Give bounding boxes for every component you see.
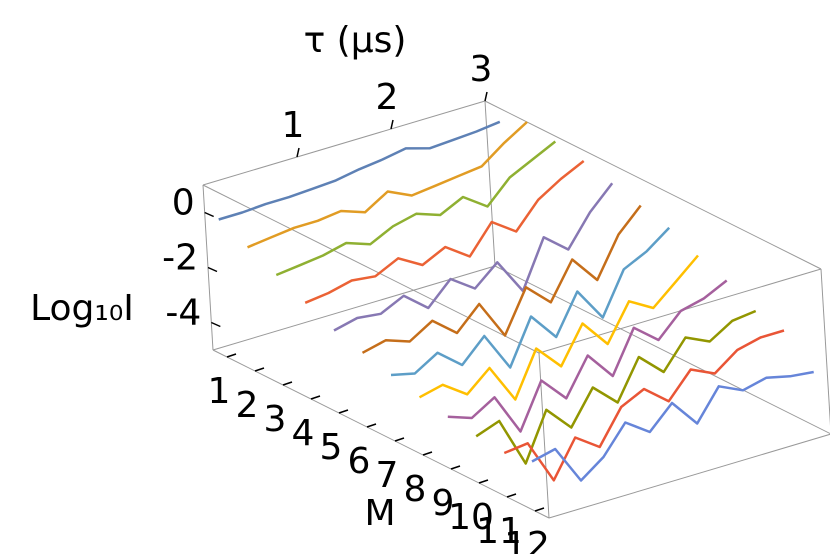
series-line xyxy=(361,204,642,354)
x-tick-label: 2 xyxy=(376,77,399,118)
box-edge xyxy=(212,265,496,351)
series-line xyxy=(304,160,585,304)
z-tick-label: -2 xyxy=(162,238,198,279)
y-tick xyxy=(422,451,433,456)
y-tick xyxy=(478,479,489,484)
y-tick-label: 7 xyxy=(376,455,399,496)
z-tick xyxy=(207,266,218,273)
y-tick xyxy=(450,465,461,470)
x-tick-label: 3 xyxy=(470,49,493,90)
y-tick xyxy=(226,353,237,358)
y-tick-label: 3 xyxy=(264,399,287,440)
series-line xyxy=(247,121,528,249)
box-edge xyxy=(820,268,830,426)
series-line xyxy=(503,329,785,482)
series-line xyxy=(390,226,671,377)
y-tick-label: 2 xyxy=(236,385,259,426)
y-tick-label: 5 xyxy=(320,427,343,468)
y-tick-label: 6 xyxy=(348,441,371,482)
x-axis-label: τ (μs) xyxy=(304,20,407,61)
z-tick-label: -4 xyxy=(165,293,201,334)
box-edge xyxy=(202,100,486,186)
y-tick-label: 1 xyxy=(208,371,231,412)
x-tick-label: 1 xyxy=(282,105,305,146)
series-line xyxy=(275,140,557,277)
series-line xyxy=(447,279,728,433)
y-tick-label: 11 xyxy=(476,511,522,552)
y-tick xyxy=(310,395,321,400)
box-edge xyxy=(548,433,830,519)
z-tick xyxy=(211,321,221,328)
y-tick-label: 12 xyxy=(504,525,550,554)
series-line xyxy=(218,120,501,221)
box-edge xyxy=(484,100,822,270)
x-tick xyxy=(484,91,488,102)
box-edge xyxy=(494,265,830,435)
y-axis-label: M xyxy=(364,493,395,534)
y-tick xyxy=(338,409,349,414)
series-line xyxy=(333,182,614,332)
x-tick xyxy=(390,119,394,130)
y-tick xyxy=(282,381,293,386)
y-tick xyxy=(366,423,377,428)
box-edge xyxy=(212,349,550,519)
series-line xyxy=(475,309,757,465)
z-tick xyxy=(204,211,214,218)
y-tick-label: 4 xyxy=(292,413,315,454)
y-tick-label: 10 xyxy=(448,497,494,538)
series-line xyxy=(418,254,699,401)
y-tick-label: 9 xyxy=(432,483,455,524)
z-tick-label: 0 xyxy=(172,183,195,224)
z-axis-label: Log₁₀I xyxy=(30,288,134,329)
y-tick xyxy=(506,493,517,498)
box-edge xyxy=(202,184,540,354)
y-tick xyxy=(534,507,545,512)
y-tick-label: 8 xyxy=(404,469,427,510)
box-edge xyxy=(538,352,550,519)
y-tick xyxy=(254,367,265,372)
x-tick xyxy=(296,147,300,158)
series-line xyxy=(531,370,814,482)
y-tick xyxy=(394,437,405,442)
